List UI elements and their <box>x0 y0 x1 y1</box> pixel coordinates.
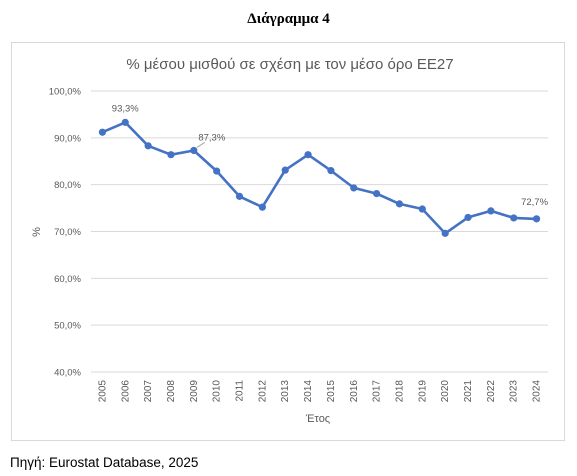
x-tick-label: 2014 <box>303 380 314 403</box>
x-tick-label: 2024 <box>532 380 543 403</box>
data-point-2016 <box>350 184 358 192</box>
data-point-2014 <box>304 151 312 159</box>
y-tick-label: 80,0% <box>54 180 81 191</box>
data-point-2008 <box>167 151 175 159</box>
x-tick-label: 2007 <box>143 380 154 403</box>
data-point-2011 <box>235 192 244 200</box>
gridlines <box>91 90 548 373</box>
data-point-2021 <box>464 213 472 222</box>
data-markers <box>98 118 541 237</box>
x-axis-ticks: 2005 2006 2007 2008 2009 2010 2011 2012 2013 2014… <box>97 380 542 403</box>
data-label: 72,7% <box>521 197 548 208</box>
data-point-2007 <box>144 142 152 150</box>
data-point-2010 <box>213 167 221 175</box>
data-label-leader <box>196 142 206 148</box>
x-tick-label: 2010 <box>212 380 223 403</box>
data-point-2006 <box>121 118 129 126</box>
data-point-2015 <box>327 167 335 175</box>
source-note: Πηγή: Eurostat Database, 2025 <box>10 455 199 470</box>
x-tick-label: 2008 <box>166 380 177 403</box>
x-tick-label: 2005 <box>97 380 108 403</box>
data-labels: 93,3% 87,3% 72,7% <box>112 103 549 207</box>
y-axis-label: % <box>31 227 43 237</box>
x-tick-label: 2015 <box>326 380 337 403</box>
data-point-2009 <box>190 146 198 155</box>
x-axis-label: Έτος <box>305 413 330 425</box>
data-point-2019 <box>418 205 426 213</box>
x-tick-label: 2021 <box>463 380 474 403</box>
figure-heading: Διάγραμμα 4 <box>247 11 330 27</box>
data-point-2022 <box>487 207 495 215</box>
chart-title: % μέσου μισθού σε σχέση με τον μέσο όρο … <box>126 56 453 73</box>
data-point-2005 <box>98 128 107 136</box>
data-point-2024 <box>532 215 541 223</box>
x-tick-label: 2019 <box>417 380 428 403</box>
x-tick-label: 2009 <box>189 380 200 403</box>
y-tick-label: 50,0% <box>54 321 81 332</box>
x-tick-label: 2017 <box>372 380 383 403</box>
y-tick-label: 40,0% <box>54 368 81 379</box>
data-point-2023 <box>510 214 518 222</box>
data-point-2017 <box>373 189 381 198</box>
x-tick-label: 2016 <box>349 380 360 403</box>
x-tick-label: 2013 <box>280 380 291 403</box>
y-tick-label: 100,0% <box>49 87 82 98</box>
data-point-2018 <box>395 200 404 208</box>
data-label: 87,3% <box>198 132 225 143</box>
data-point-2012 <box>258 203 266 211</box>
y-axis-ticks: 40,0% 50,0% 60,0% 70,0% 80,0% 90,0% 100,0% <box>49 87 82 379</box>
x-tick-label: 2011 <box>235 380 246 402</box>
x-tick-label: 2006 <box>120 380 131 403</box>
x-tick-label: 2012 <box>257 380 268 403</box>
x-tick-label: 2020 <box>440 380 451 403</box>
data-point-2020 <box>441 229 449 237</box>
series-line <box>101 121 537 235</box>
y-tick-label: 90,0% <box>54 133 81 144</box>
data-label: 93,3% <box>112 103 139 114</box>
data-point-2013 <box>281 166 289 174</box>
x-tick-label: 2023 <box>509 380 520 403</box>
y-tick-label: 70,0% <box>54 227 81 238</box>
chart-frame <box>11 42 565 441</box>
x-tick-label: 2022 <box>486 380 497 403</box>
x-tick-label: 2018 <box>394 380 405 403</box>
y-tick-label: 60,0% <box>54 274 81 285</box>
